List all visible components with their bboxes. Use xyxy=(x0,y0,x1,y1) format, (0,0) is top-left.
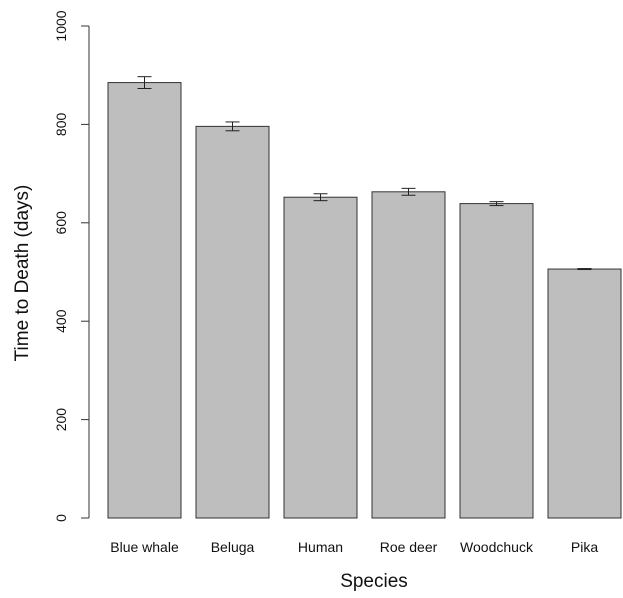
x-axis: Blue whale Beluga Human Roe deer Woodchuck Pi… xyxy=(110,539,598,555)
bar-blue-whale xyxy=(107,82,182,519)
y-axis: 0 200 400 600 800 1000 xyxy=(53,10,90,522)
x-tick-label: Blue whale xyxy=(110,539,179,555)
x-axis-title: Species xyxy=(340,571,408,592)
y-tick-label: 200 xyxy=(53,408,69,432)
y-tick-label: 0 xyxy=(53,514,69,522)
x-tick-label: Beluga xyxy=(211,539,255,555)
y-axis-title: Time to Death (days) xyxy=(12,185,33,362)
y-tick-label: 1000 xyxy=(53,10,69,41)
bar-pika xyxy=(547,268,622,519)
x-tick-label: Pika xyxy=(571,539,598,555)
bar-woodchuck xyxy=(459,203,534,519)
bars-group xyxy=(107,76,622,519)
x-tick-label: Roe deer xyxy=(380,539,438,555)
y-tick-label: 800 xyxy=(53,113,69,137)
x-tick-label: Human xyxy=(298,539,343,555)
y-tick-label: 600 xyxy=(53,211,69,235)
bar-beluga xyxy=(195,125,270,519)
bar-human xyxy=(283,196,358,519)
x-tick-label: Woodchuck xyxy=(460,539,534,555)
bar-roe-deer xyxy=(371,191,446,519)
y-tick-label: 400 xyxy=(53,309,69,333)
